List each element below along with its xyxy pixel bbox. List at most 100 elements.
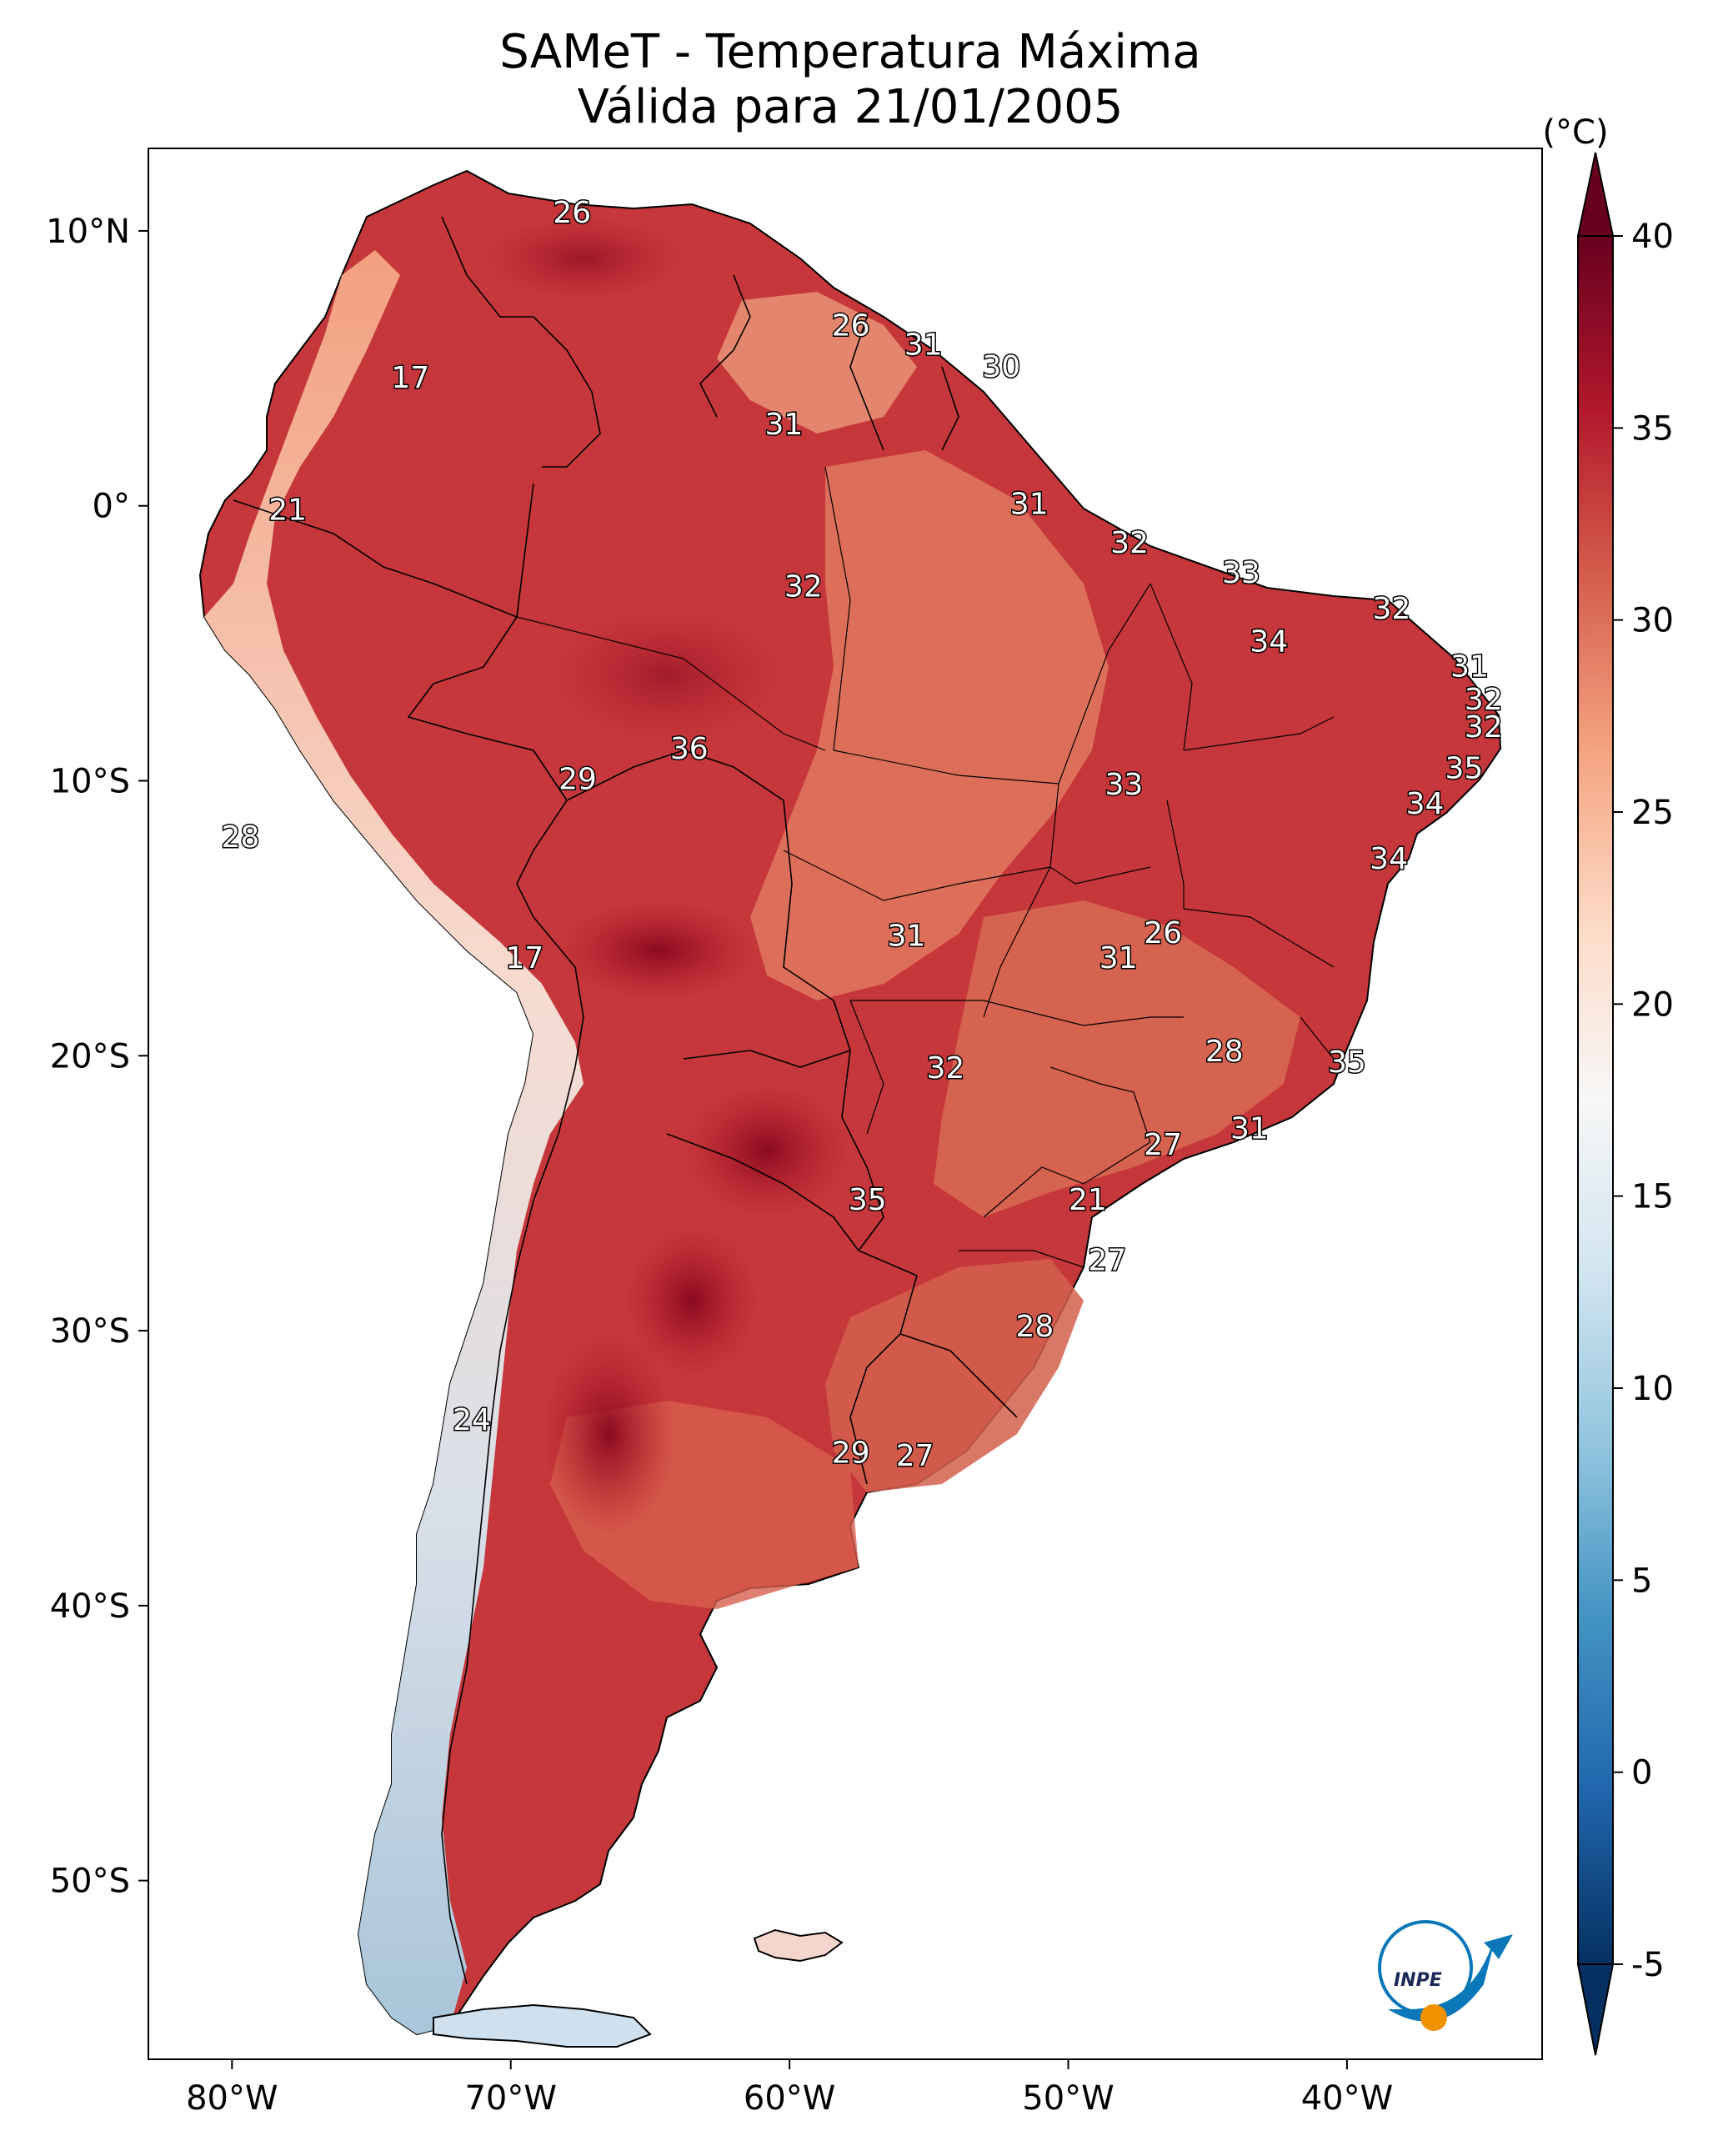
temperature-label: 34 (1406, 787, 1445, 821)
temperature-label: 31 (1099, 941, 1138, 975)
border-bolivia-brazil (566, 750, 851, 1051)
inpe-logo-text: INPE (1394, 1970, 1442, 1991)
andes-cool-band (204, 250, 584, 2034)
hot-core-paraguay (684, 1084, 850, 1217)
hot-core-chaco (625, 1226, 759, 1376)
latitude-tick-label: 10°N (46, 213, 130, 251)
temperature-label: 32 (1110, 526, 1149, 560)
temperature-label: 33 (1104, 768, 1143, 802)
colorbar-tick-label: 0 (1631, 1754, 1652, 1792)
temperature-label: 36 (670, 732, 709, 766)
temperature-label: 32 (784, 570, 823, 604)
latitude-tick-label: 30°S (50, 1312, 130, 1351)
border-guyana-suriname (849, 316, 884, 451)
temperature-label: 32 (1373, 592, 1411, 626)
longitude-tick-label: 50°W (1022, 2079, 1114, 2118)
temperature-label: 27 (1088, 1244, 1126, 1278)
southeast-brazil-region (934, 900, 1300, 1217)
continent-layer (198, 169, 1502, 2048)
temperature-label: 26 (1144, 916, 1182, 950)
temperature-label: 26 (553, 196, 591, 230)
temperature-label: 21 (1069, 1183, 1107, 1217)
hot-core-venezuela (483, 217, 684, 300)
temperature-label: 28 (1205, 1035, 1244, 1069)
colorbar-tick-label: 25 (1631, 794, 1674, 832)
border-argentina-chile (441, 1066, 576, 1985)
colorbar-tick-label: 10 (1631, 1370, 1674, 1408)
border-paraguay-brazil (841, 1050, 884, 1251)
temperature-label: 29 (832, 1436, 870, 1470)
colorbar-tick-label: 40 (1631, 218, 1674, 256)
temperature-label: 28 (1015, 1310, 1054, 1344)
temperature-label: 31 (904, 328, 943, 362)
falkland-islands (753, 1928, 844, 1963)
hot-core-bolivia (558, 900, 759, 1000)
colorbar-tick-label: 35 (1631, 409, 1674, 448)
border-uruguay-brazil (899, 1333, 1018, 1418)
border-bolivia-paraguay (683, 1050, 851, 1068)
border-argentina-uruguay-brazil (849, 1275, 918, 1485)
border-suriname-guiana (941, 366, 959, 451)
tierra-del-fuego (433, 2003, 652, 2048)
longitude-tick-label: 80°W (186, 2079, 278, 2118)
temperature-label: 21 (268, 493, 307, 527)
colorbar-tick-label: 5 (1631, 1562, 1652, 1600)
state-borders (516, 466, 1335, 1268)
temperature-label: 26 (832, 308, 870, 343)
temperature-label: 35 (1445, 751, 1483, 785)
colorbar-bottom-arrow (1576, 1963, 1615, 2056)
border-peru-brazil (407, 616, 568, 918)
temperature-label: 31 (765, 408, 804, 442)
border-venezuela-guyana (699, 274, 751, 418)
colorbar-tick-label: 20 (1631, 985, 1674, 1024)
map-title-line2: Válida para 21/01/2005 (577, 80, 1124, 134)
temperature-label: 31 (888, 919, 926, 953)
southern-brazil-uruguay-region (825, 1259, 1084, 1492)
temperature-label: 32 (1465, 683, 1503, 717)
hot-core-argentina (542, 1334, 675, 1534)
temperature-label: 27 (896, 1439, 934, 1473)
temperature-label: 32 (926, 1051, 964, 1086)
temperature-label: 34 (1370, 842, 1408, 876)
colorbar-ticks: -5 0 5 10 15 20 25 30 35 40 (1613, 218, 1674, 1984)
latitude-tick-label: 40°S (50, 1587, 130, 1626)
map-title-line1: SAMeT - Temperatura Máxima (499, 25, 1201, 79)
border-colombia-venezuela (441, 216, 601, 468)
latitude-tick-label: 50°S (50, 1863, 130, 1901)
longitude-tick-label: 70°W (464, 2079, 556, 2118)
latitude-tick-label: 10°S (50, 763, 130, 801)
colorbar-tick-label: 15 (1631, 1178, 1674, 1216)
colorbar-top-arrow (1576, 152, 1615, 237)
border-peru-bolivia (533, 916, 584, 1068)
temperature-label: 27 (1144, 1128, 1182, 1162)
temperature-label: 35 (849, 1183, 887, 1217)
temperature-label: 32 (1465, 710, 1503, 745)
temperature-label: 17 (506, 941, 544, 975)
longitude-ticks: 80°W 70°W 60°W 50°W 40°W (186, 2059, 1393, 2118)
border-paraguay-argentina (666, 1133, 918, 1276)
colorbar-tick-label: 30 (1631, 602, 1674, 640)
colorbar: -5 0 5 10 15 20 25 30 35 40 (°C) (1542, 113, 1674, 2056)
temperature-label: 29 (558, 763, 597, 797)
longitude-tick-label: 40°W (1301, 2079, 1393, 2118)
country-borders (233, 216, 1018, 1985)
temperature-label: 24 (453, 1403, 491, 1437)
colorbar-unit-label: (°C) (1542, 113, 1608, 152)
temperature-label: 33 (1222, 556, 1260, 590)
latitude-tick-label: 0° (93, 488, 130, 526)
colorbar-tick-label: -5 (1631, 1946, 1665, 1984)
latitude-tick-label: 20°S (50, 1037, 130, 1075)
central-brazil-region (750, 450, 1109, 1000)
temperature-label: 30 (982, 350, 1020, 384)
hot-core-amazon (550, 609, 784, 742)
guiana-highlands-region (717, 292, 917, 434)
inpe-logo: INPE (1378, 1920, 1513, 2031)
temperature-label: 17 (391, 361, 429, 395)
temperature-label: 35 (1328, 1045, 1366, 1080)
temperature-label: 34 (1250, 625, 1288, 659)
latitude-ticks: 10°N 0° 10°S 20°S 30°S 40°S 50°S (46, 213, 148, 1901)
temperature-label: 31 (1450, 649, 1489, 684)
colorbar-body (1577, 235, 1614, 1965)
